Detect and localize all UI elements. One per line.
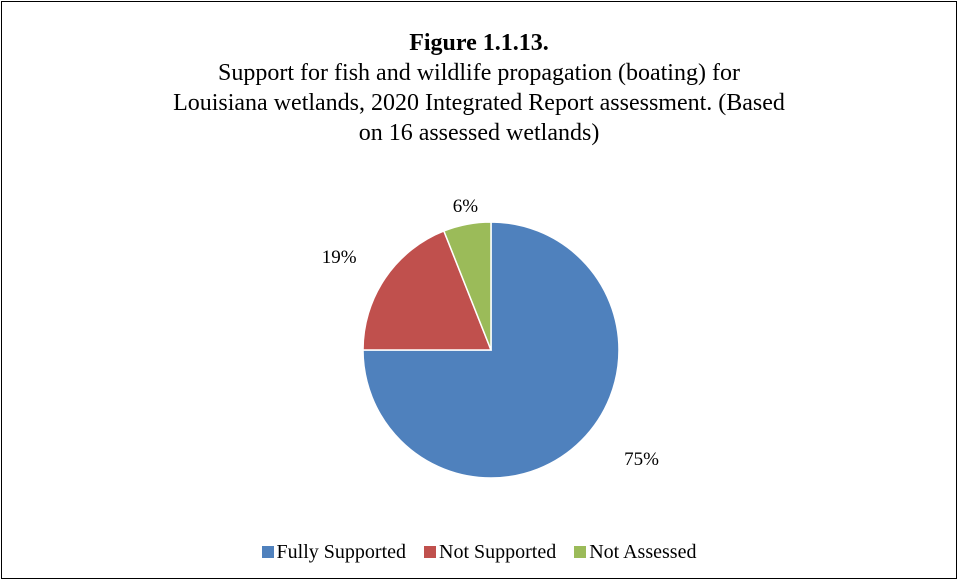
legend-item-not-assessed: Not Assessed	[574, 540, 696, 564]
chart-title-line-3: on 16 assessed wetlands)	[358, 120, 600, 146]
slice-label-not-supported: 19%	[322, 247, 357, 268]
pie-slice-fully-supported	[362, 221, 620, 479]
legend-label-not-supported: Not Supported	[439, 541, 557, 563]
legend-label-not-assessed: Not Assessed	[589, 541, 697, 563]
legend-label-fully-supported: Fully Supported	[276, 541, 406, 563]
legend-swatch-not-assessed	[574, 546, 587, 558]
chart-title-block: Figure 1.1.13. Support for fish and wild…	[2, 28, 956, 148]
legend-swatch-not-supported	[424, 546, 436, 558]
legend-item-fully-supported: Fully Supported	[261, 540, 406, 564]
figure-number: Figure 1.1.13.	[409, 30, 549, 56]
chart-title-line-1: Support for fish and wildlife propagatio…	[218, 60, 740, 86]
slice-label-fully-supported: 75%	[624, 449, 659, 470]
pie-slice-not-supported	[362, 230, 493, 351]
legend-item-not-supported: Not Supported	[424, 540, 556, 564]
pie-slice-not-assessed	[442, 221, 492, 351]
legend-swatch-fully-supported	[261, 546, 274, 558]
chart-legend: Fully Supported Not Supported Not Assessed	[2, 540, 956, 564]
slice-label-not-assessed: 6%	[453, 196, 479, 217]
chart-title-line-2: Louisiana wetlands, 2020 Integrated Repo…	[173, 90, 785, 116]
